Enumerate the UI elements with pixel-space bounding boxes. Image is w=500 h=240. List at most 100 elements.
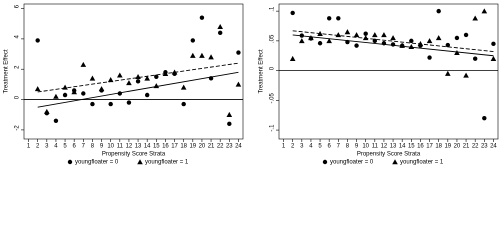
y-tick-label: .05 [270,34,276,43]
circle-point [336,16,341,21]
circle-point [345,39,350,45]
triangle-point [463,72,469,78]
triangle-point [381,32,387,38]
x-tick-label: 21 [463,144,470,150]
legend-marker [322,159,328,165]
x-tick-label: 16 [162,144,169,150]
triangle-point [135,74,141,80]
triangle-point [117,72,123,78]
plot-area [23,3,244,140]
x-tick-label: 18 [180,144,187,150]
y-axis-label: Treatment Effect [259,49,265,93]
triangle-point [208,54,214,60]
x-tick-label: 3 [300,144,304,150]
triangle-point [408,44,415,50]
x-tick-label: 15 [153,144,160,150]
circle-point [381,41,387,46]
circle-point [144,92,150,98]
x-tick-label: 8 [346,144,350,150]
triangle-point [144,75,150,81]
x-tick-label: 10 [107,144,114,150]
x-axis-label: Propensity Score Strata [102,152,166,158]
x-tick-label: 4 [309,144,313,150]
x-tick-label: 14 [399,144,406,150]
triangle-point [226,111,233,117]
x-tick-label: 18 [435,144,442,150]
circle-point [427,55,432,60]
circle-point [445,42,451,48]
circle-point [317,41,323,46]
triangle-point [317,30,323,36]
x-tick-label: 24 [490,144,497,150]
x-tick-label: 20 [199,144,206,150]
x-tick-label: 12 [381,144,388,150]
circle-point [454,35,460,41]
x-tick-label: 2 [291,144,295,150]
triangle-point [217,23,223,29]
triangle-point [344,29,351,35]
circle-point [81,91,86,96]
x-tick-label: 22 [217,144,224,150]
plot-area [278,3,499,140]
legend-label: youngfloater = 0 [330,160,374,166]
triangle-point [44,108,50,114]
triangle-point [89,75,96,81]
triangle-point [153,83,160,89]
circle-point [482,115,487,121]
triangle-point [98,86,105,92]
y-tick-label: -.05 [270,93,276,104]
x-tick-label: 24 [235,144,242,150]
fit-line [37,62,239,93]
triangle-point [299,38,305,44]
circle-point [236,50,241,55]
x-tick-label: 6 [328,144,332,150]
x-tick-label: 7 [337,144,341,150]
circle-point [363,31,368,36]
triangle-point [435,35,442,41]
x-tick-label: 5 [63,144,67,150]
y-axis-label: Treatment Effect [4,49,10,93]
x-axis-label: Propensity Score Strata [357,152,421,158]
triangle-point [34,86,41,92]
x-tick-label: 14 [144,144,151,150]
circle-point [117,91,123,96]
triangle-point [53,93,59,99]
triangle-point [353,32,360,38]
x-tick-label: 5 [318,144,322,150]
triangle-point [107,77,114,83]
y-tick-label: 0 [270,66,276,70]
triangle-point [289,55,296,61]
fit-line [292,30,494,53]
triangle-point [62,84,68,90]
triangle-point [126,80,132,86]
circle-point [90,101,95,107]
circle-point [290,10,295,16]
triangle-point [481,8,488,14]
triangle-point [426,38,433,44]
x-tick-label: 11 [117,144,124,150]
circle-point [491,41,496,47]
x-tick-label: 13 [135,144,142,150]
triangle-point [80,61,87,67]
triangle-point [490,55,497,61]
triangle-point [180,84,187,90]
x-tick-label: 10 [362,144,369,150]
circle-point [436,8,441,14]
circle-point [62,92,68,98]
x-tick-label: 11 [372,144,379,150]
circle-point [208,76,214,81]
x-tick-label: 20 [454,144,461,150]
triangle-point [399,42,405,48]
legend-marker [392,159,398,165]
legend-marker [67,159,73,165]
triangle-point [390,35,396,41]
triangle-point [190,52,196,58]
x-tick-label: 15 [408,144,415,150]
x-tick-label: 19 [444,144,451,150]
x-tick-label: 2 [36,144,40,150]
triangle-point [335,32,342,38]
x-tick-label: 17 [426,144,433,150]
x-tick-label: 23 [481,144,488,150]
y-tick-label: 4 [15,35,21,39]
